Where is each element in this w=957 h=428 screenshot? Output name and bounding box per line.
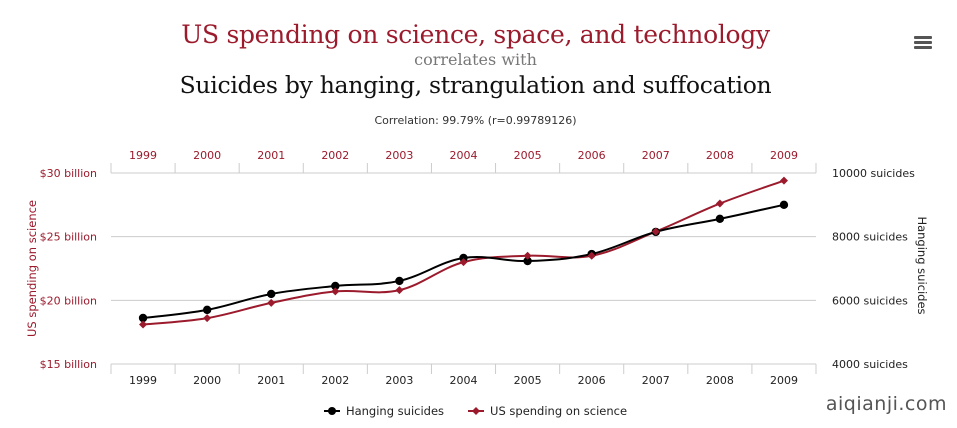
correlation-text: Correlation: 99.79% (r=0.99789126) bbox=[374, 114, 577, 127]
data-point-hanging-suicides bbox=[779, 200, 789, 210]
legend-item-us-spending[interactable]: US spending on science bbox=[468, 404, 627, 418]
watermark: aiqianji.com bbox=[825, 393, 947, 415]
chart-title-primary: US spending on science, space, and techn… bbox=[181, 20, 770, 49]
x-tick-label-bottom: 2002 bbox=[321, 374, 349, 387]
x-tick-label-top: 2005 bbox=[514, 149, 542, 162]
x-tick-label-top: 2002 bbox=[321, 149, 349, 162]
hamburger-menu-icon[interactable] bbox=[914, 36, 932, 50]
legend: Hanging suicides US spending on science bbox=[0, 404, 951, 418]
x-axis-ticks bbox=[110, 163, 817, 374]
legend-label: Hanging suicides bbox=[345, 404, 445, 418]
y-left-tick-label: $25 billion bbox=[40, 231, 97, 244]
circle-marker-icon bbox=[323, 407, 340, 415]
x-tick-label-bottom: 2008 bbox=[706, 374, 734, 387]
menu-bar bbox=[914, 46, 932, 49]
data-point-us-spending bbox=[267, 298, 276, 307]
x-tick-label-top: 2008 bbox=[706, 149, 734, 162]
x-tick-label-top: 1999 bbox=[129, 149, 157, 162]
data-point-us-spending bbox=[779, 176, 788, 185]
x-tick-label-bottom: 2005 bbox=[514, 374, 542, 387]
x-tick-label-bottom: 1999 bbox=[129, 374, 157, 387]
data-point-us-spending bbox=[203, 314, 212, 323]
x-tick-label-bottom: 2007 bbox=[642, 374, 670, 387]
data-point-hanging-suicides bbox=[267, 289, 276, 299]
chart-plot: $30 billion $25 billion $20 billion $15 bil… bbox=[25, 149, 929, 387]
y-left-tick-label: $30 billion bbox=[40, 167, 97, 180]
x-tick-label-top: 2009 bbox=[770, 149, 798, 162]
chart-title-secondary: Suicides by hanging, strangulation and s… bbox=[179, 71, 772, 99]
y-right-tick-label: 4000 suicides bbox=[832, 358, 908, 371]
x-tick-label-top: 2003 bbox=[385, 149, 413, 162]
y-right-tick-label: 8000 suicides bbox=[832, 231, 908, 244]
x-tick-label-top: 2000 bbox=[193, 149, 221, 162]
legend-item-hanging-suicides[interactable]: Hanging suicides bbox=[323, 404, 445, 418]
y-left-tick-label: $20 billion bbox=[40, 294, 97, 307]
y-left-tick-label: $15 billion bbox=[40, 358, 97, 371]
data-point-hanging-suicides bbox=[331, 281, 340, 291]
series-markers bbox=[138, 176, 789, 329]
diamond-marker-icon bbox=[468, 407, 485, 415]
data-point-us-spending bbox=[651, 227, 660, 236]
x-tick-label-top: 2007 bbox=[642, 149, 670, 162]
grid-lines bbox=[111, 172, 816, 365]
y-right-axis-title: Hanging suicides bbox=[915, 216, 929, 314]
menu-bar bbox=[914, 36, 932, 39]
chart-title-connector: correlates with bbox=[414, 50, 537, 69]
data-point-hanging-suicides bbox=[395, 276, 404, 286]
legend-label: US spending on science bbox=[490, 404, 628, 418]
data-point-us-spending bbox=[715, 199, 724, 208]
axis-labels: $30 billion $25 billion $20 billion $15 bil… bbox=[25, 149, 929, 387]
data-point-hanging-suicides bbox=[715, 214, 725, 224]
x-tick-label-bottom: 2009 bbox=[770, 374, 798, 387]
data-point-hanging-suicides bbox=[202, 305, 212, 315]
y-right-tick-label: 10000 suicides bbox=[832, 167, 915, 180]
data-point-hanging-suicides bbox=[523, 256, 532, 266]
data-point-us-spending bbox=[523, 251, 532, 260]
x-tick-label-bottom: 2004 bbox=[450, 374, 478, 387]
data-point-hanging-suicides bbox=[138, 313, 148, 323]
menu-bar bbox=[914, 41, 932, 44]
x-tick-label-top: 2004 bbox=[450, 149, 478, 162]
series-lines bbox=[142, 179, 785, 326]
x-tick-label-top: 2006 bbox=[578, 149, 606, 162]
y-left-axis-title: US spending on science bbox=[25, 200, 39, 337]
x-tick-label-bottom: 2003 bbox=[385, 374, 413, 387]
data-point-us-spending bbox=[459, 258, 468, 267]
data-point-us-spending bbox=[331, 287, 340, 296]
x-tick-label-bottom: 2006 bbox=[578, 374, 606, 387]
y-right-tick-label: 6000 suicides bbox=[832, 294, 908, 307]
x-tick-label-top: 2001 bbox=[257, 149, 285, 162]
x-tick-label-bottom: 2001 bbox=[257, 374, 285, 387]
data-point-us-spending bbox=[139, 320, 148, 329]
data-point-hanging-suicides bbox=[459, 253, 468, 263]
data-point-us-spending bbox=[395, 286, 404, 295]
data-point-us-spending bbox=[587, 251, 596, 260]
x-tick-label-bottom: 2000 bbox=[193, 374, 221, 387]
